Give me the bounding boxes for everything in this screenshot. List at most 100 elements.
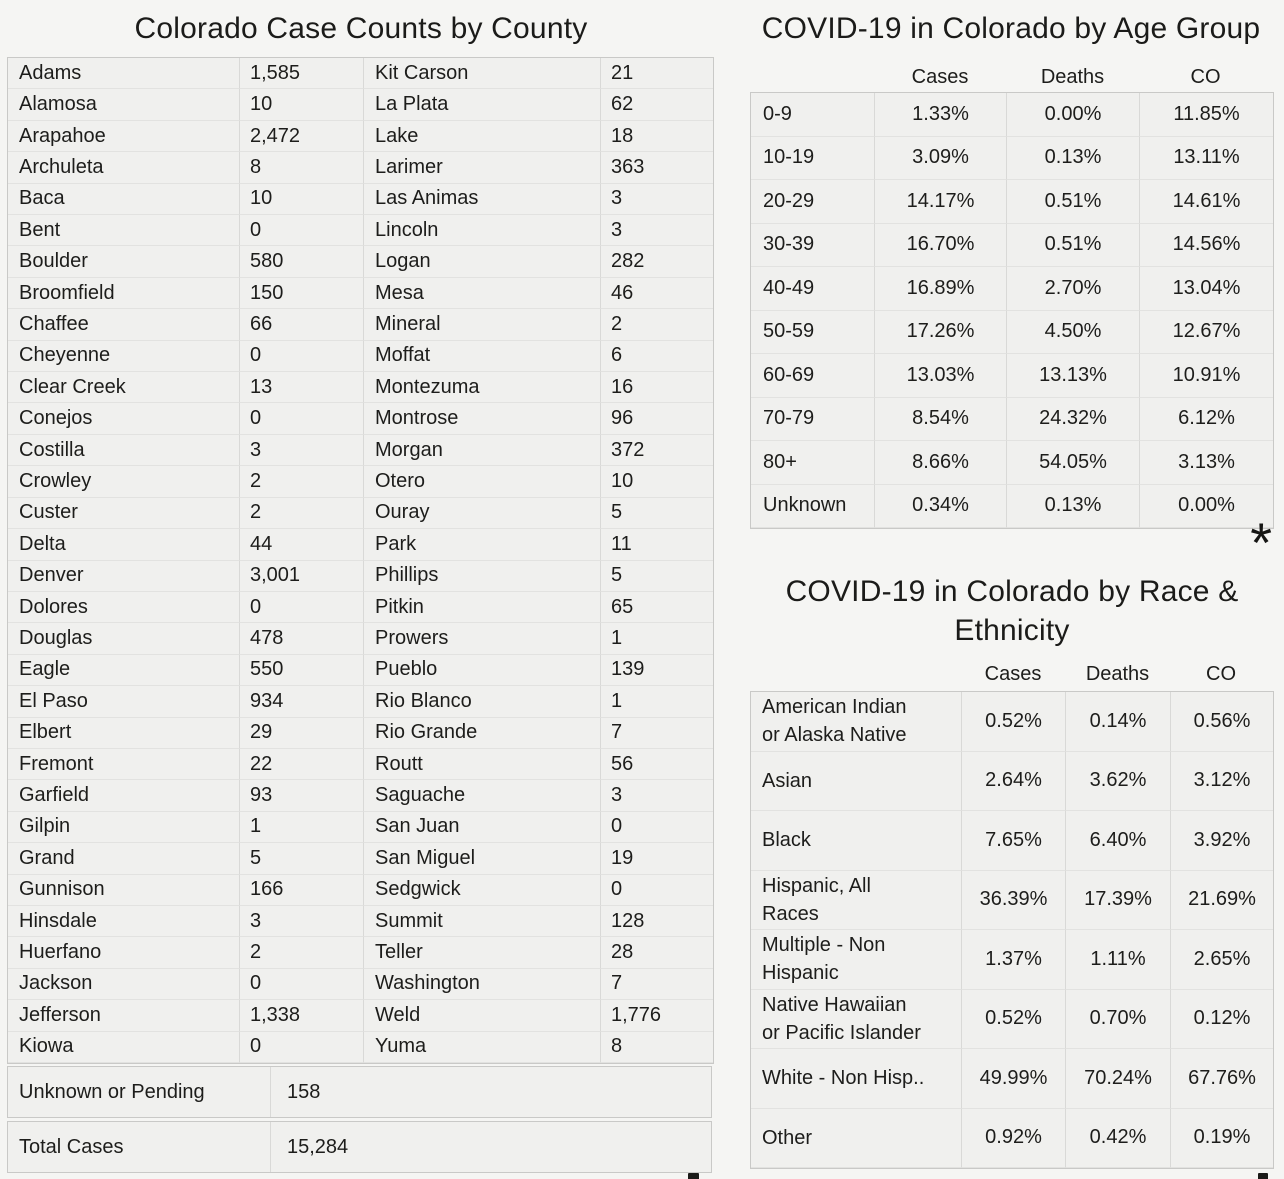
age-co-cell[interactable]: 14.56% xyxy=(1140,223,1273,267)
county-name-cell[interactable]: Yuma xyxy=(364,1031,601,1063)
county-cases-cell[interactable]: 21 xyxy=(601,58,713,90)
county-cases-cell[interactable]: 44 xyxy=(240,529,364,561)
age-cases-cell[interactable]: 0.34% xyxy=(875,484,1007,528)
county-cases-cell[interactable]: 62 xyxy=(601,89,713,121)
county-cases-cell[interactable]: 22 xyxy=(240,748,364,781)
age-group-cell[interactable]: Unknown xyxy=(751,484,875,528)
age-deaths-cell[interactable]: 24.32% xyxy=(1007,397,1140,441)
race-group-cell[interactable]: Multiple - Non Hispanic xyxy=(751,930,962,990)
age-co-cell[interactable]: 14.61% xyxy=(1140,180,1273,224)
county-name-cell[interactable]: Montrose xyxy=(364,403,601,435)
race-group-cell[interactable]: Other xyxy=(751,1108,962,1168)
county-name-cell[interactable]: Gilpin xyxy=(8,811,240,844)
race-co-cell[interactable]: 2.65% xyxy=(1171,930,1273,990)
county-cases-cell[interactable]: 2 xyxy=(240,497,364,530)
county-cases-cell[interactable]: 3,001 xyxy=(240,560,364,592)
county-name-cell[interactable]: Larimer xyxy=(364,152,601,184)
county-name-cell[interactable]: Las Animas xyxy=(364,183,601,216)
county-name-cell[interactable]: Kiowa xyxy=(8,1031,240,1063)
county-name-cell[interactable]: Garfield xyxy=(8,780,240,812)
county-cases-cell[interactable]: 7 xyxy=(601,968,713,1001)
county-name-cell[interactable]: Denver xyxy=(8,560,240,592)
county-name-cell[interactable]: Sedgwick xyxy=(364,874,601,906)
race-cases-cell[interactable]: 0.92% xyxy=(962,1108,1066,1168)
summary-label[interactable]: Unknown or Pending xyxy=(8,1067,270,1117)
county-cases-cell[interactable]: 150 xyxy=(240,277,364,310)
age-group-cell[interactable]: 40-49 xyxy=(751,267,875,311)
county-name-cell[interactable]: Park xyxy=(364,529,601,561)
county-name-cell[interactable]: Phillips xyxy=(364,560,601,592)
county-cases-cell[interactable]: 1 xyxy=(240,811,364,844)
county-name-cell[interactable]: Bent xyxy=(8,215,240,247)
county-cases-cell[interactable]: 0 xyxy=(601,874,713,906)
county-cases-cell[interactable]: 580 xyxy=(240,246,364,278)
county-cases-cell[interactable]: 3 xyxy=(240,905,364,938)
county-name-cell[interactable]: Lake xyxy=(364,120,601,153)
county-cases-cell[interactable]: 66 xyxy=(240,309,364,341)
county-cases-cell[interactable]: 363 xyxy=(601,152,713,184)
county-cases-cell[interactable]: 0 xyxy=(601,811,713,844)
age-co-cell[interactable]: 3.13% xyxy=(1140,441,1273,485)
race-cases-cell[interactable]: 0.52% xyxy=(962,692,1066,752)
race-co-cell[interactable]: 3.92% xyxy=(1171,811,1273,871)
race-cases-cell[interactable]: 1.37% xyxy=(962,930,1066,990)
county-name-cell[interactable]: La Plata xyxy=(364,89,601,121)
age-group-cell[interactable]: 0-9 xyxy=(751,93,875,137)
age-cases-cell[interactable]: 16.70% xyxy=(875,223,1007,267)
age-co-cell[interactable]: 13.11% xyxy=(1140,136,1273,180)
county-name-cell[interactable]: Archuleta xyxy=(8,152,240,184)
age-cases-cell[interactable]: 17.26% xyxy=(875,310,1007,354)
county-cases-cell[interactable]: 8 xyxy=(240,152,364,184)
race-deaths-cell[interactable]: 17.39% xyxy=(1066,870,1171,930)
county-cases-cell[interactable]: 1,585 xyxy=(240,58,364,90)
county-name-cell[interactable]: Baca xyxy=(8,183,240,216)
county-cases-cell[interactable]: 18 xyxy=(601,120,713,153)
county-cases-cell[interactable]: 5 xyxy=(240,843,364,875)
county-name-cell[interactable]: Conejos xyxy=(8,403,240,435)
race-deaths-cell[interactable]: 0.70% xyxy=(1066,989,1171,1049)
county-name-cell[interactable]: Saguache xyxy=(364,780,601,812)
county-cases-cell[interactable]: 65 xyxy=(601,591,713,624)
county-name-cell[interactable]: Costilla xyxy=(8,434,240,467)
county-name-cell[interactable]: Moffat xyxy=(364,340,601,373)
county-name-cell[interactable]: Boulder xyxy=(8,246,240,278)
county-cases-cell[interactable]: 3 xyxy=(601,183,713,216)
county-name-cell[interactable]: Morgan xyxy=(364,434,601,467)
race-co-cell[interactable]: 0.12% xyxy=(1171,989,1273,1049)
county-cases-cell[interactable]: 10 xyxy=(240,183,364,216)
county-cases-cell[interactable]: 166 xyxy=(240,874,364,906)
county-name-cell[interactable]: Adams xyxy=(8,58,240,90)
county-cases-cell[interactable]: 550 xyxy=(240,654,364,687)
county-name-cell[interactable]: Broomfield xyxy=(8,277,240,310)
county-cases-cell[interactable]: 11 xyxy=(601,529,713,561)
race-co-cell[interactable]: 0.19% xyxy=(1171,1108,1273,1168)
county-name-cell[interactable]: Huerfano xyxy=(8,937,240,969)
age-group-cell[interactable]: 50-59 xyxy=(751,310,875,354)
county-cases-cell[interactable]: 56 xyxy=(601,748,713,781)
county-cases-cell[interactable]: 8 xyxy=(601,1031,713,1063)
county-name-cell[interactable]: Clear Creek xyxy=(8,372,240,404)
county-cases-cell[interactable]: 5 xyxy=(601,560,713,592)
race-co-cell[interactable]: 0.56% xyxy=(1171,692,1273,752)
county-name-cell[interactable]: Pitkin xyxy=(364,591,601,624)
county-cases-cell[interactable]: 1 xyxy=(601,686,713,718)
county-cases-cell[interactable]: 0 xyxy=(240,215,364,247)
county-cases-cell[interactable]: 93 xyxy=(240,780,364,812)
county-name-cell[interactable]: Fremont xyxy=(8,748,240,781)
race-cases-cell[interactable]: 0.52% xyxy=(962,989,1066,1049)
county-cases-cell[interactable]: 96 xyxy=(601,403,713,435)
county-name-cell[interactable]: Summit xyxy=(364,905,601,938)
county-name-cell[interactable]: Ouray xyxy=(364,497,601,530)
race-deaths-cell[interactable]: 6.40% xyxy=(1066,811,1171,871)
race-cases-cell[interactable]: 7.65% xyxy=(962,811,1066,871)
county-name-cell[interactable]: Montezuma xyxy=(364,372,601,404)
county-name-cell[interactable]: Hinsdale xyxy=(8,905,240,938)
race-co-cell[interactable]: 21.69% xyxy=(1171,870,1273,930)
county-name-cell[interactable]: Gunnison xyxy=(8,874,240,906)
county-name-cell[interactable]: Mineral xyxy=(364,309,601,341)
race-deaths-cell[interactable]: 3.62% xyxy=(1066,751,1171,811)
county-cases-cell[interactable]: 2 xyxy=(601,309,713,341)
county-cases-cell[interactable]: 28 xyxy=(601,937,713,969)
county-cases-cell[interactable]: 128 xyxy=(601,905,713,938)
age-group-cell[interactable]: 20-29 xyxy=(751,180,875,224)
